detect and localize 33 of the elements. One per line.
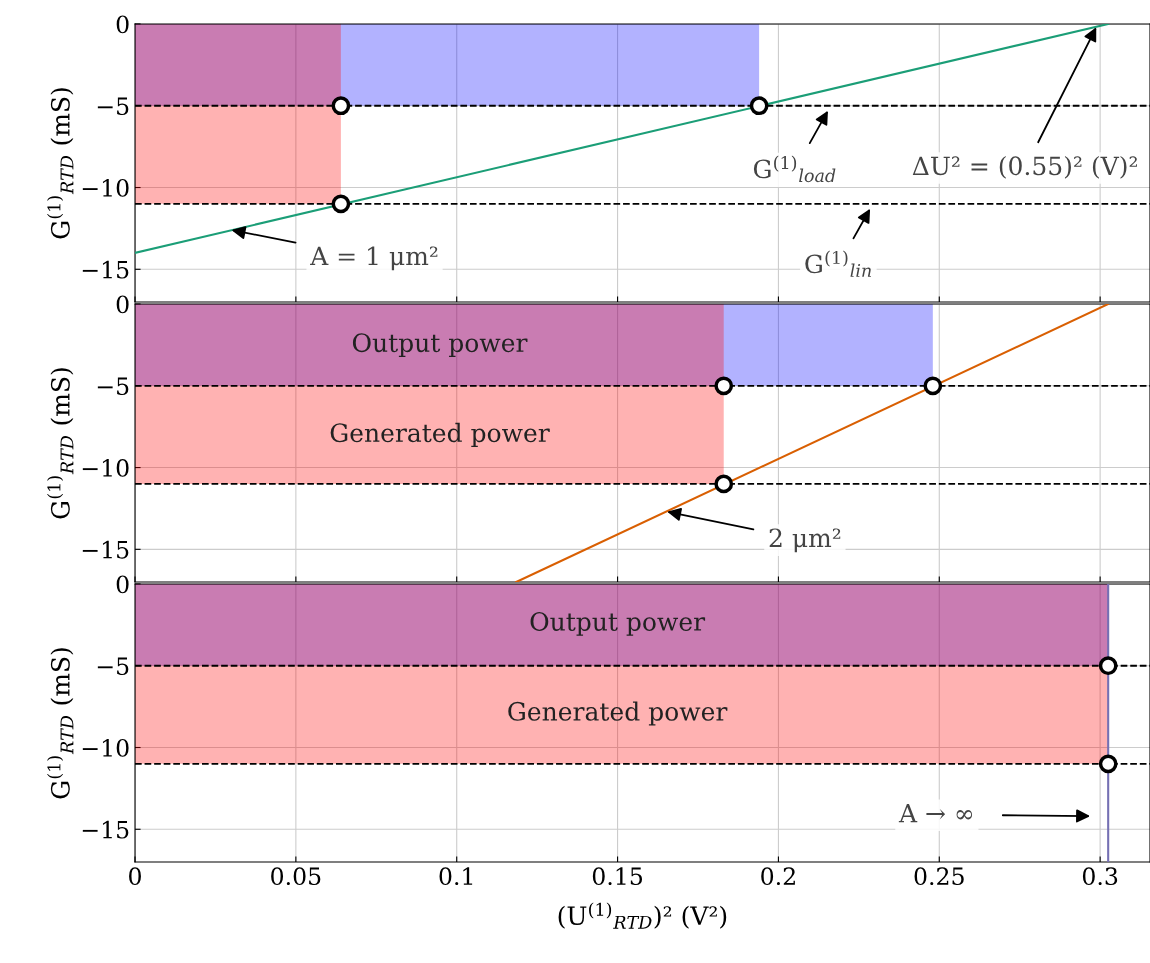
y-tick-label: −15 — [82, 540, 129, 559]
y-tick-label: 0 — [116, 575, 129, 594]
y-tick-label: 0 — [116, 295, 129, 314]
annotation: Output power — [352, 333, 528, 357]
x-tick-label: 0.15 — [592, 867, 643, 886]
y-tick-label: −10 — [82, 178, 129, 197]
annotation: G$^{(1)}$$_{load}$ — [753, 155, 836, 183]
annotation: A → ∞ — [898, 803, 973, 823]
x-tick-label: 0.05 — [271, 867, 321, 886]
x-tick-label: 0.3 — [1082, 867, 1118, 886]
annotation: Generated power — [330, 422, 550, 448]
annotation: 2 μm² — [769, 528, 841, 553]
annotation: A = 1 μm² — [310, 246, 438, 271]
x-tick-label: 0 — [129, 867, 141, 886]
y-tick-label: 0 — [116, 15, 129, 34]
x-tick-label: 0.1 — [439, 867, 473, 886]
y-tick-label: −5 — [97, 377, 129, 396]
y-tick-label: −15 — [82, 820, 129, 839]
annotation: Generated power — [508, 701, 728, 726]
annotation: ΔU² = (0.55)² (V)² — [912, 155, 1137, 179]
x-tick-label: 0.2 — [761, 867, 795, 886]
x-tick-label: 0.25 — [914, 867, 964, 886]
y-axis-title: G$^{(1)}$$_{RTD}$ (mS) — [47, 368, 74, 519]
y-tick-label: −10 — [82, 459, 129, 477]
y-axis-title: G$^{(1)}$$_{RTD}$ (mS) — [47, 88, 74, 239]
annotation: G$^{(1)}$$_{lin}$ — [805, 250, 871, 277]
y-tick-label: −10 — [82, 738, 129, 757]
y-axis-title: G$^{(1)}$$_{RTD}$ (mS) — [47, 648, 74, 799]
annotation: Output power — [530, 612, 706, 636]
x-axis-title: (U$^{(1)}$$_{RTD}$)² (V²) — [558, 902, 727, 929]
y-tick-label: −5 — [97, 657, 129, 676]
y-tick-label: −15 — [82, 260, 129, 279]
y-tick-label: −5 — [97, 97, 129, 116]
